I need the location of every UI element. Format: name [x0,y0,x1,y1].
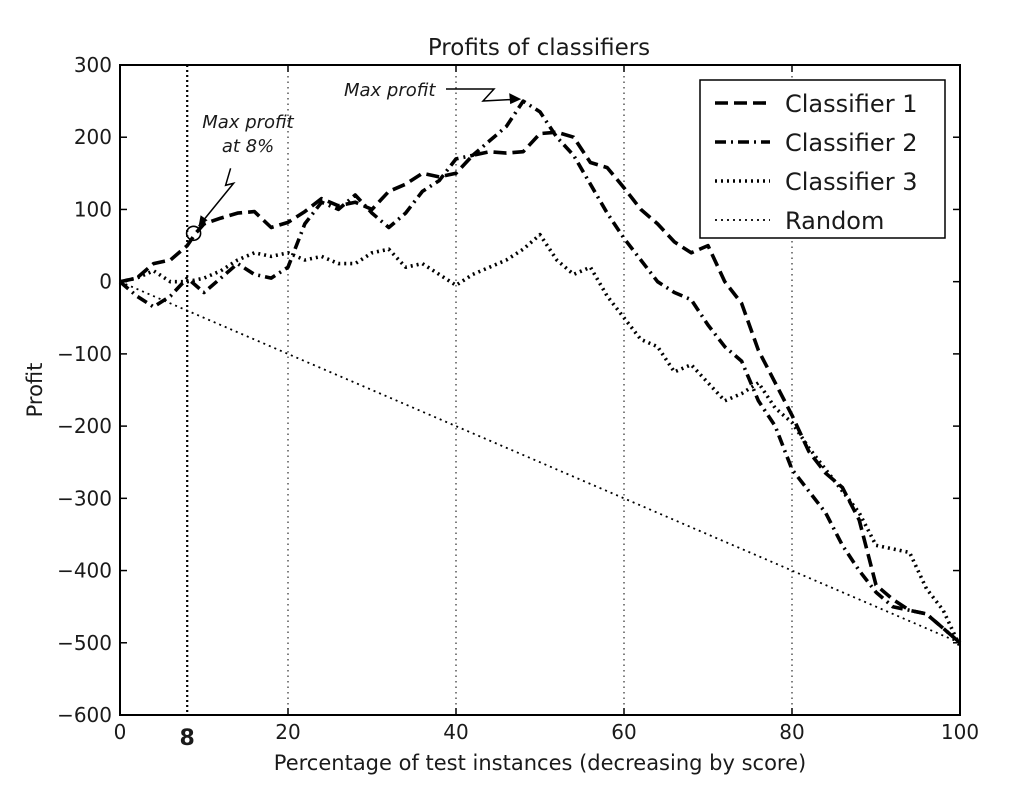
legend-box [699,79,946,239]
series-line-classifier-2 [118,99,962,645]
x-tick-label-60: 60 [611,720,636,744]
legend-label-random: Random [785,207,884,235]
chart-title: Profits of classifiers [428,35,650,61]
y-tick-label-100: 100 [74,197,112,221]
x-tick-label-0: 0 [114,720,127,744]
y-tick-label--600: −600 [57,703,112,727]
y-tick-label-200: 200 [74,125,112,149]
grid-layer [186,65,793,715]
legend-label-classifier-1: Classifier 1 [785,90,917,118]
annotation-arrowhead-peak [509,93,522,105]
y-tick-label--400: −400 [57,559,112,583]
series-line-classifier-3 [119,232,962,648]
y-tick-label--100: −100 [57,342,112,366]
annotation-text-8pct-line-1: Max profit [202,112,294,133]
series-line-classifier-1 [119,130,962,645]
x-tick-label-100: 100 [941,720,979,744]
annotation-layer: Max profit at 8% Max profit [185,80,522,242]
x-tick-label-80: 80 [779,720,804,744]
legend-label-classifier-3: Classifier 3 [785,168,917,196]
annotation-text-peak: Max profit [344,80,436,101]
max-profit-circle-marker [185,225,202,242]
x-tick-label-special-8: 8 [180,726,195,751]
legend-label-classifier-2: Classifier 2 [785,129,917,157]
y-axis-label: Profit [23,363,47,418]
annotation-text-8pct-line-2: at 8% [222,136,274,157]
y-tick-label--300: −300 [57,486,112,510]
y-tick-label--200: −200 [57,414,112,438]
series-line-random [119,280,961,644]
data-layer [118,99,962,648]
annotation-arrow-peak [446,88,520,102]
annotation-arrowhead-8pct [198,215,208,227]
tick-layer: 0 20 40 60 80 100 300 200 100 0 −100 −200 −300 −400 −5… [57,53,979,751]
x-tick-label-20: 20 [275,720,300,744]
x-tick-label-40: 40 [443,720,468,744]
y-tick-label-0: 0 [99,270,112,294]
y-tick-label-300: 300 [74,53,112,77]
x-axis-label: Percentage of test instances (decreasing… [274,751,806,775]
y-tick-label--500: −500 [57,631,112,655]
annotation-arrow-8pct [198,168,236,227]
plot-frame [119,64,961,716]
legend: Classifier 1 Classifier 2 Classifier 3 Rand… [699,79,946,239]
